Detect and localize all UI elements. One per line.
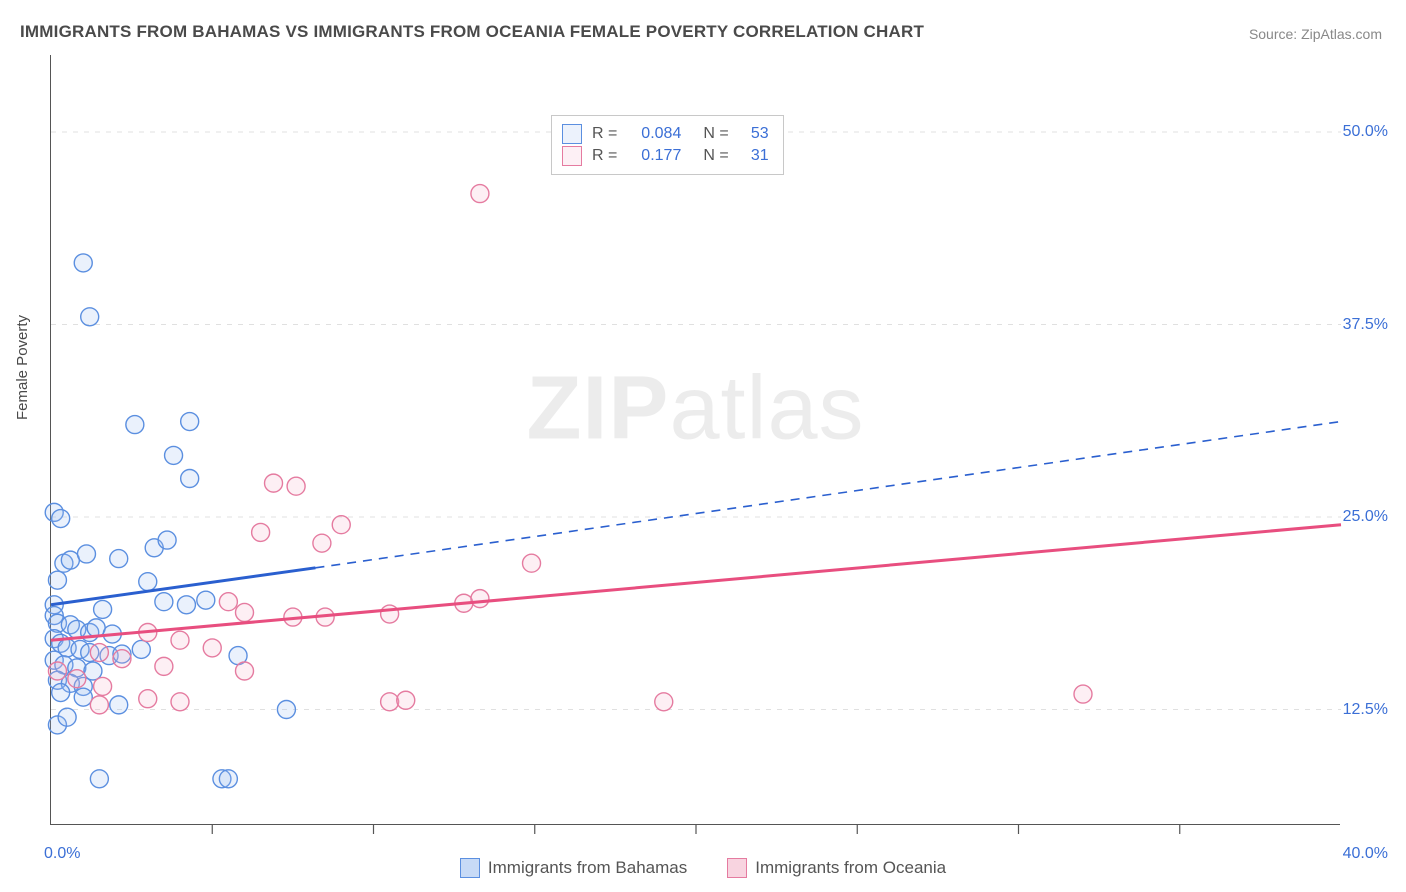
legend-r-label: R = (592, 147, 617, 165)
series-legend-label: Immigrants from Bahamas (488, 858, 687, 878)
y-tick-label: 50.0% (1343, 123, 1388, 141)
legend-r-value: 0.177 (627, 147, 681, 165)
chart-title: IMMIGRANTS FROM BAHAMAS VS IMMIGRANTS FR… (20, 22, 924, 42)
series-legend-label: Immigrants from Oceania (755, 858, 946, 878)
legend-n-label: N = (703, 147, 728, 165)
legend-n-label: N = (703, 125, 728, 143)
legend-swatch (562, 146, 582, 166)
y-tick-label: 37.5% (1343, 316, 1388, 334)
chart-container: IMMIGRANTS FROM BAHAMAS VS IMMIGRANTS FR… (0, 0, 1406, 892)
legend-row: R = 0.084 N = 53 (562, 124, 769, 144)
correlation-legend: R = 0.084 N = 53 R = 0.177 N = 31 (551, 115, 784, 175)
series-legend-item: Immigrants from Oceania (727, 858, 946, 878)
series-legend: Immigrants from Bahamas Immigrants from O… (0, 858, 1406, 878)
legend-swatch (460, 858, 480, 878)
legend-swatch (562, 124, 582, 144)
legend-r-value: 0.084 (627, 125, 681, 143)
legend-n-value: 53 (739, 125, 769, 143)
legend-n-value: 31 (739, 147, 769, 165)
legend-swatch (727, 858, 747, 878)
series-legend-item: Immigrants from Bahamas (460, 858, 687, 878)
plot-area: ZIPatlas R =0.084N =53R =0.177N =31 (50, 55, 1340, 825)
y-tick-label: 25.0% (1343, 508, 1388, 526)
y-tick-label: 12.5% (1343, 701, 1388, 719)
y-axis-label: Female Poverty (14, 315, 31, 420)
source-label: Source: ZipAtlas.com (1249, 26, 1382, 42)
legend-r-label: R = (592, 125, 617, 143)
legend-row: R = 0.177 N = 31 (562, 146, 769, 166)
